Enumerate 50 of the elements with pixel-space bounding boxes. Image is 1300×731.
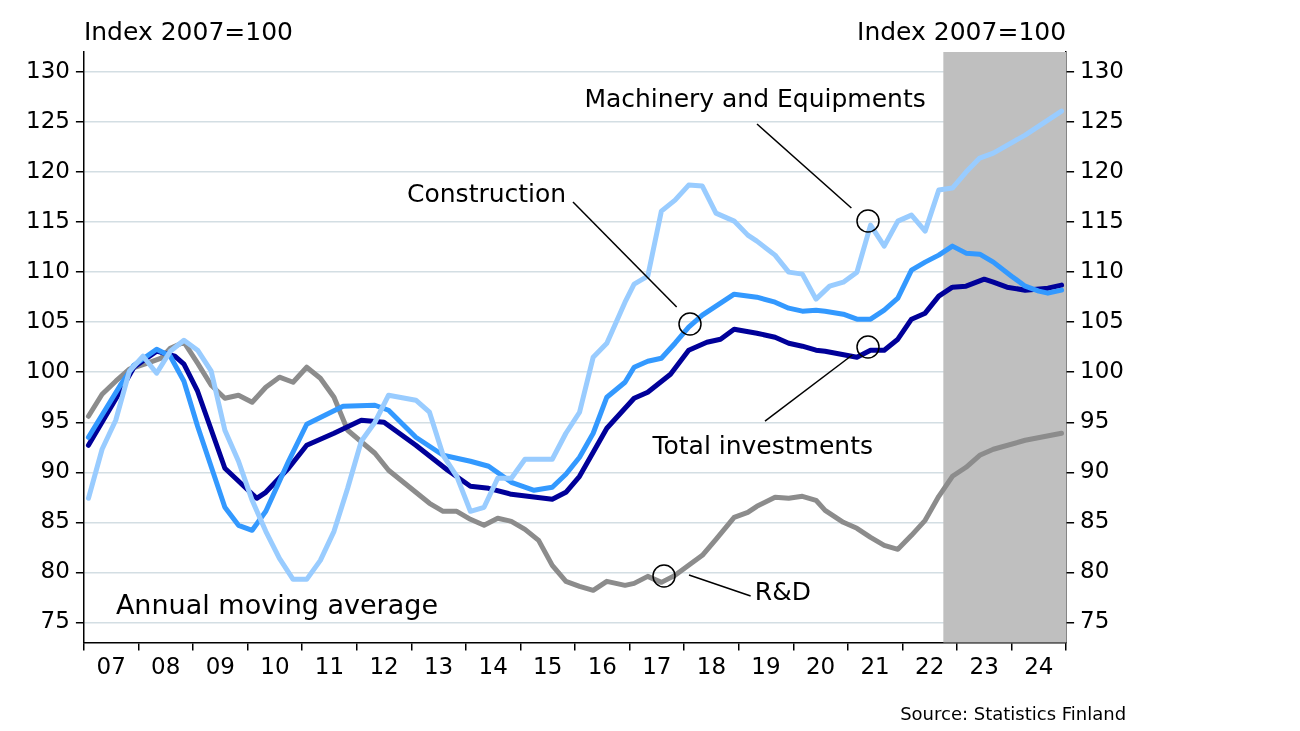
y2-tick-label: 125 [1080,107,1125,134]
y2-tick-label: 95 [1080,407,1110,434]
y-tick-label: 100 [25,357,70,384]
x-tick-label: 21 [860,653,890,680]
x-tick-label: 22 [915,653,945,680]
text: Construction [407,178,567,208]
y-axis-title: Index 2007=100 [83,17,293,46]
y-tick-label: 120 [25,157,70,184]
x-tick-label: 14 [478,653,508,680]
x-tick-label: 23 [969,653,999,680]
y-tick-label: 125 [25,107,70,134]
y2-tick-label: 90 [1080,457,1110,484]
x-tick-label: 07 [96,653,126,680]
x-tick-label: 19 [751,653,781,680]
x-tick-label: 17 [642,653,672,680]
y-tick-label: 110 [25,257,70,284]
x-tick-label: 16 [587,653,617,680]
y2-tick-label: 130 [1080,56,1125,83]
annotation: Annual moving average [115,589,439,621]
x-tick-label: 09 [205,653,235,680]
y-tick-label: 85 [40,507,70,534]
y2-tick-label: 105 [1080,307,1125,334]
x-tick-label: 24 [1024,653,1054,680]
x-tick-label: 10 [260,653,290,680]
source-note: Source: Statistics Finland [900,703,1127,725]
x-tick-label: 13 [423,653,454,680]
x-tick-label: 20 [805,653,836,680]
y2-axis-title: Index 2007=100 [857,17,1067,46]
x-tick-label: 18 [696,653,727,680]
y2-tick-label: 80 [1080,557,1110,584]
text: Machinery and Equipments [584,83,926,113]
x-tick-label: 12 [369,653,399,680]
y2-tick-label: 75 [1080,607,1110,634]
y-tick-label: 115 [25,207,70,234]
y2-tick-label: 85 [1080,507,1110,534]
y-tick-label: 95 [40,407,70,434]
x-tick-label: 11 [314,653,345,680]
y-tick-label: 90 [40,457,70,484]
text: R&D [754,576,811,606]
y-tick-label: 105 [25,307,70,334]
x-tick-label: 08 [151,653,181,680]
y2-tick-label: 100 [1080,357,1125,384]
series-label: Total investments [651,430,873,460]
y-tick-label: 80 [40,557,70,584]
y2-tick-label: 120 [1080,157,1125,184]
y-tick-label: 75 [40,607,70,634]
y-tick-label: 130 [25,56,70,83]
x-tick-label: 15 [533,653,563,680]
y2-tick-label: 110 [1080,257,1125,284]
y2-tick-label: 115 [1080,207,1125,234]
